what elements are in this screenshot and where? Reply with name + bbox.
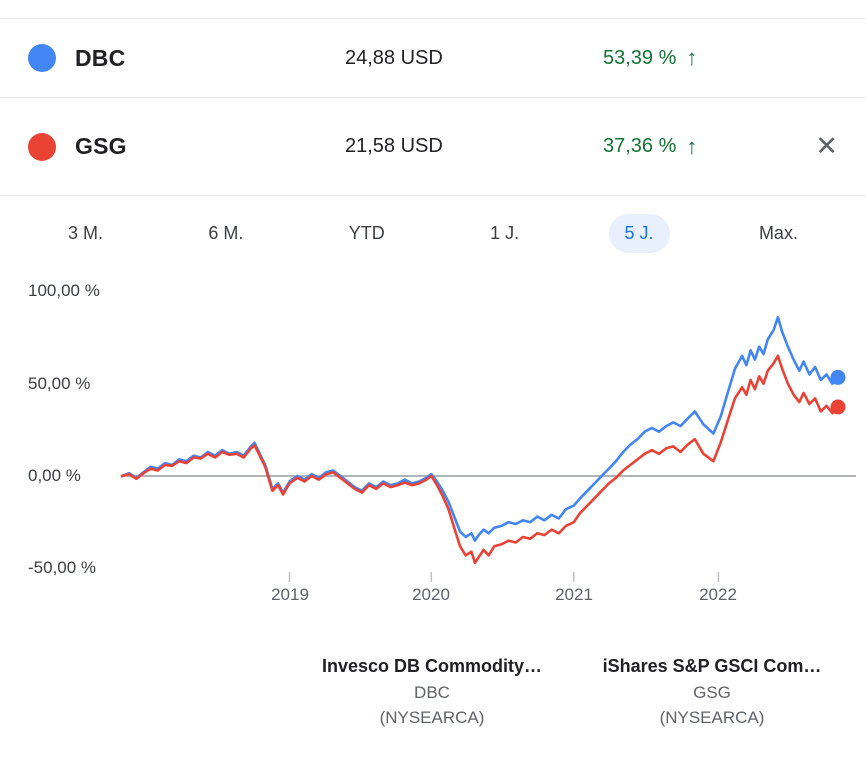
tab-max[interactable]: Max. [758,222,798,243]
tab-6m[interactable]: 6 M. [208,222,244,243]
tab-5j[interactable]: 5 J. [608,213,670,253]
gsg-series-line [120,354,840,565]
up-arrow-icon: ↑ [686,45,698,70]
y-axis-label: 0,00 % [28,466,81,485]
chart-legend: Invesco DB Commodity… DBC (NYSEARCA) iSh… [0,653,866,730]
legend-gsg-title: iShares S&P GSCI Com… [602,656,822,676]
dbc-change: 53,39 % ↑ [603,47,798,70]
legend-dbc: Invesco DB Commodity… DBC (NYSEARCA) [292,653,572,730]
gsg-change: 37,36 % ↑ [603,135,798,158]
dbc-series-line [120,315,840,542]
legend-gsg-symbol: GSG [693,683,731,702]
legend-dbc-exchange: (NYSEARCA) [379,708,485,727]
dbc-color-dot-icon [28,44,56,72]
up-arrow-icon: ↑ [686,133,698,159]
x-axis-label: 2021 [555,585,593,604]
dbc-symbol: DBC [75,44,126,71]
tab-1j[interactable]: 1 J. [490,222,520,243]
legend-gsg-exchange: (NYSEARCA) [659,708,765,727]
close-icon: ✕ [815,131,838,161]
gsg-endpoint-marker [830,399,846,415]
range-tabs: 3 M. 6 M. YTD 1 J. 5 J. Max. [0,196,866,270]
remove-gsg-button[interactable]: ✕ [798,133,838,160]
quote-row-dbc: DBC 24,88 USD 53,39 % ↑ [0,19,866,98]
dbc-endpoint-marker [830,369,846,385]
gsg-change-value: 37,36 % [603,135,677,157]
chart-svg[interactable] [0,270,866,615]
tab-ytd[interactable]: YTD [348,222,385,243]
x-axis-label: 2019 [271,585,309,604]
legend-dbc-title: Invesco DB Commodity… [321,656,543,676]
dbc-price: 24,88 USD [345,46,443,69]
x-axis-label: 2020 [412,585,450,604]
gsg-color-dot-icon [28,132,56,161]
dbc-change-value: 53,39 % [603,46,677,69]
quote-row-gsg: GSG 21,58 USD 37,36 % ↑ ✕ [0,98,866,196]
y-axis-label: -50,00 % [28,558,97,577]
legend-dbc-symbol: DBC [414,683,450,702]
comparison-chart: 100,00 % 50,00 % 0,00 % -50,00 % 2019 2020 202… [0,270,866,615]
quote-list: DBC 24,88 USD 53,39 % ↑ GSG 21,58 USD 37… [0,18,866,196]
x-axis-label: 2022 [699,585,737,604]
gsg-symbol: GSG [75,133,127,159]
gsg-price: 21,58 USD [345,135,443,157]
y-axis-label: 50,00 % [28,374,91,393]
tab-3m[interactable]: 3 M. [68,222,104,243]
y-axis-label: 100,00 % [28,281,100,300]
legend-gsg: iShares S&P GSCI Com… GSG (NYSEARCA) [572,653,852,730]
